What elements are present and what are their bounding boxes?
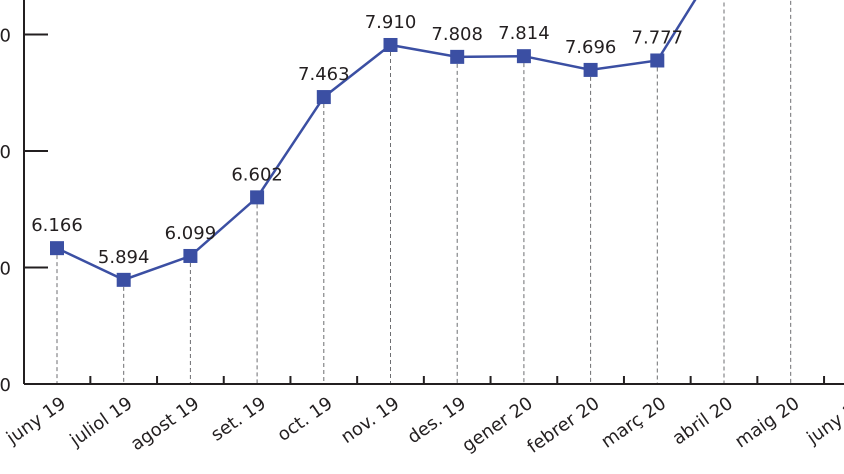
x-tick-label: juliol 19: [65, 393, 136, 452]
data-point-marker: [183, 248, 198, 263]
data-point-marker: [450, 49, 465, 64]
data-point-marker: [316, 90, 331, 105]
y-tick-label: 0: [0, 26, 11, 47]
y-tick-label: 0: [0, 142, 11, 163]
axes: [23, 0, 844, 385]
data-label: 5.894: [98, 247, 150, 268]
x-tick-label: oct. 19: [274, 393, 337, 446]
data-point-marker: [250, 190, 265, 205]
x-tick-label: març 20: [597, 393, 670, 453]
x-tick-label: agost 19: [127, 393, 203, 455]
data-label: 7.777: [632, 27, 684, 48]
data-point-marker: [383, 37, 398, 52]
x-tick-label: abril 20: [669, 393, 737, 449]
data-labels: 6.166 5.894 6.099 6.602 7.463 7.910 7.808 7.814…: [31, 12, 684, 268]
data-point-marker: [116, 272, 131, 287]
data-label: 6.099: [165, 223, 217, 244]
data-label: 7.910: [365, 12, 417, 33]
x-tick-label: gener 20: [458, 393, 536, 457]
y-tick-label: 0: [0, 375, 11, 396]
x-tick-label: juny 20: [802, 393, 844, 449]
data-label: 7.808: [431, 24, 483, 45]
drop-lines: [56, 0, 792, 384]
data-label: 7.814: [498, 23, 550, 44]
data-label: 6.166: [31, 215, 83, 236]
data-point-marker: [583, 62, 598, 77]
x-tick-label: nov. 19: [337, 393, 403, 448]
data-point-marker: [50, 241, 64, 256]
data-label: 6.602: [231, 164, 283, 185]
x-tick-label: maig 20: [731, 393, 803, 452]
y-ticks: 0 0 0 0: [0, 26, 48, 396]
x-tick-label: set. 19: [207, 393, 270, 446]
x-tick-label: juny 19: [2, 393, 70, 449]
data-label: 7.696: [565, 37, 617, 58]
data-label: 7.463: [298, 64, 350, 85]
data-point-marker: [650, 53, 665, 68]
markers: [50, 37, 665, 287]
data-point-marker: [516, 49, 531, 64]
x-tick-label: febrer 20: [523, 393, 603, 458]
y-tick-label: 0: [0, 259, 11, 280]
